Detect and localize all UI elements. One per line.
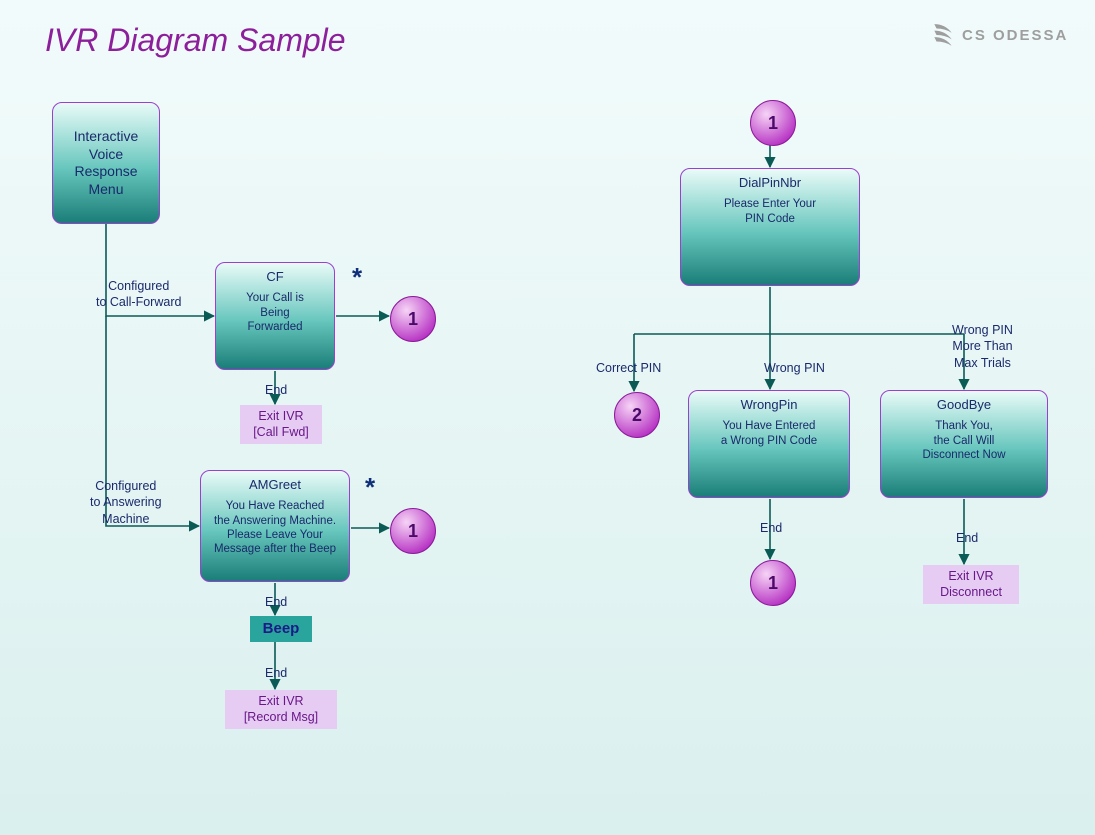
connector-c_correct2: 2 — [614, 392, 660, 438]
label-correct: Correct PIN — [596, 360, 661, 376]
label-cfg_cf: Configuredto Call-Forward — [96, 278, 181, 311]
label-end_beep: End — [265, 665, 287, 681]
node-amgreet-body: You Have Reachedthe Answering Machine.Pl… — [214, 499, 336, 557]
node-amgreet-header: AMGreet — [249, 477, 301, 493]
node-cf-header: CF — [266, 269, 283, 285]
node-goodbye-header: GoodBye — [937, 397, 991, 413]
node-dialpin: DialPinNbr Please Enter YourPIN Code — [680, 168, 860, 286]
label-end_gb: End — [956, 530, 978, 546]
label-wrong_max: Wrong PINMore ThanMax Trials — [952, 322, 1013, 371]
node-wrongpin-body: You Have Entereda Wrong PIN Code — [721, 419, 817, 448]
terminal-exit_rec: Exit IVR[Record Msg] — [225, 690, 337, 729]
node-cf: CF Your Call isBeingForwarded — [215, 262, 335, 370]
logo-icon — [930, 22, 956, 48]
connector-c_am1: 1 — [390, 508, 436, 554]
connector-c_cf1: 1 — [390, 296, 436, 342]
node-dialpin-body: Please Enter YourPIN Code — [724, 197, 816, 226]
diagram-title: IVR Diagram Sample — [45, 22, 346, 59]
node-goodbye-body: Thank You,the Call WillDisconnect Now — [922, 419, 1005, 462]
node-amgreet: AMGreet You Have Reachedthe Answering Mac… — [200, 470, 350, 582]
label-wrong: Wrong PIN — [764, 360, 825, 376]
asterisk-s_am: * — [365, 472, 375, 503]
connector-c_top1: 1 — [750, 100, 796, 146]
node-wrongpin-header: WrongPin — [741, 397, 798, 413]
cs-odessa-logo: CS ODESSA — [930, 22, 1068, 48]
node-ivr_menu: InteractiveVoiceResponseMenu — [52, 102, 160, 224]
label-cfg_am: Configuredto AnsweringMachine — [90, 478, 162, 527]
terminal-exit_disc: Exit IVRDisconnect — [923, 565, 1019, 604]
terminal-beep: Beep — [250, 616, 312, 642]
asterisk-s_cf: * — [352, 262, 362, 293]
node-goodbye: GoodBye Thank You,the Call WillDisconnect… — [880, 390, 1048, 498]
node-ivr_menu-body: InteractiveVoiceResponseMenu — [74, 128, 139, 198]
logo-text: CS ODESSA — [962, 27, 1068, 44]
terminal-exit_cf: Exit IVR[Call Fwd] — [240, 405, 322, 444]
node-wrongpin: WrongPin You Have Entereda Wrong PIN Code — [688, 390, 850, 498]
node-cf-body: Your Call isBeingForwarded — [246, 291, 304, 334]
node-dialpin-header: DialPinNbr — [739, 175, 801, 191]
connector-c_wrong1: 1 — [750, 560, 796, 606]
label-end_am: End — [265, 594, 287, 610]
label-end_wp: End — [760, 520, 782, 536]
label-end_cf: End — [265, 382, 287, 398]
